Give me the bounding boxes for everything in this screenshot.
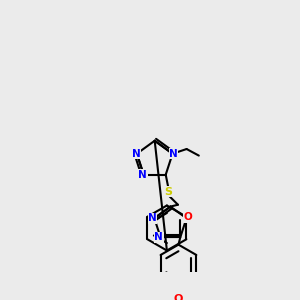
Text: O: O: [184, 212, 193, 222]
Text: S: S: [164, 187, 172, 196]
Text: N: N: [154, 232, 163, 242]
Text: O: O: [174, 294, 183, 300]
Text: N: N: [148, 213, 157, 223]
Text: N: N: [138, 170, 147, 180]
Text: N: N: [131, 149, 140, 159]
Text: N: N: [169, 149, 178, 159]
